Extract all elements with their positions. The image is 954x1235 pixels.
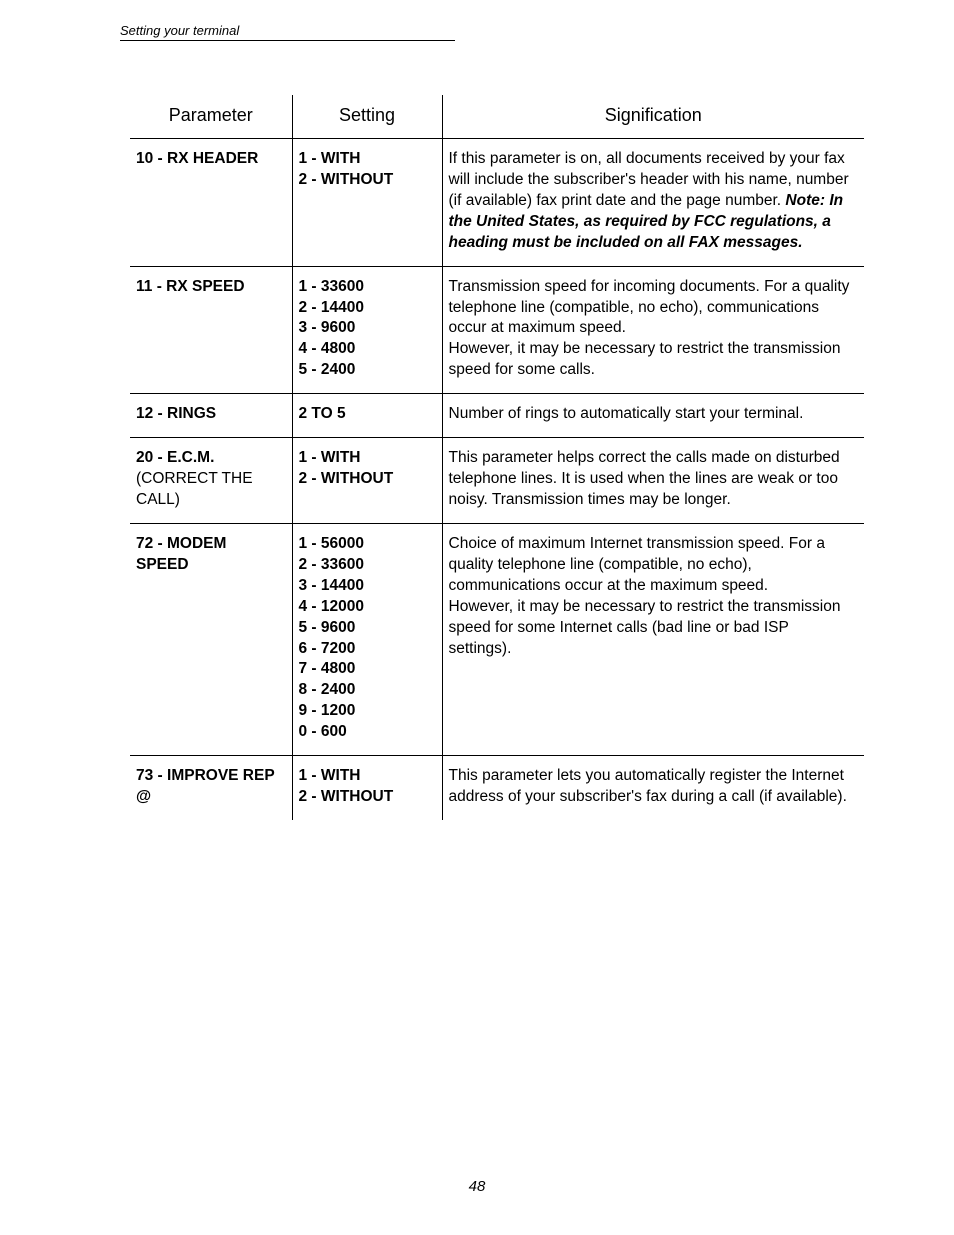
cell-parameter: 72 - MODEM SPEED (130, 523, 292, 755)
signification-text: This parameter lets you automatically re… (449, 767, 847, 805)
cell-signification: Number of rings to automatically start y… (442, 394, 864, 438)
parameter-bold: 10 - RX HEADER (136, 150, 258, 167)
col-header-signification: Signification (442, 95, 864, 139)
cell-signification: If this parameter is on, all documents r… (442, 139, 864, 267)
cell-setting: 2 TO 5 (292, 394, 442, 438)
cell-parameter: 20 - E.C.M. (CORRECT THE CALL) (130, 438, 292, 524)
signification-text: Choice of maximum Internet transmission … (449, 535, 841, 657)
cell-parameter: 10 - RX HEADER (130, 139, 292, 267)
cell-signification: This parameter lets you automatically re… (442, 756, 864, 820)
table-row: 73 - IMPROVE REP @ 1 - WITH 2 - WITHOUT Th… (130, 756, 864, 820)
table-header-row: Parameter Setting Signification (130, 95, 864, 139)
cell-setting: 1 - WITH 2 - WITHOUT (292, 139, 442, 267)
parameters-table-wrap: Parameter Setting Signification 10 - RX … (130, 95, 864, 820)
cell-signification: Choice of maximum Internet transmission … (442, 523, 864, 755)
parameter-plain: (CORRECT THE CALL) (136, 470, 253, 508)
table-row: 12 - RINGS 2 TO 5 Number of rings to autom… (130, 394, 864, 438)
page-number: 48 (0, 1178, 954, 1195)
signification-text: Number of rings to automatically start y… (449, 405, 804, 422)
parameter-bold: 73 - IMPROVE REP @ (136, 767, 274, 805)
cell-parameter: 73 - IMPROVE REP @ (130, 756, 292, 820)
setting-value: 1 - WITH 2 - WITHOUT (299, 449, 394, 487)
page-header: Setting your terminal (50, 22, 904, 47)
header-rule (120, 40, 455, 41)
setting-value: 1 - 56000 2 - 33600 3 - 14400 4 - 12000 … (299, 535, 365, 740)
cell-setting: 1 - 56000 2 - 33600 3 - 14400 4 - 12000 … (292, 523, 442, 755)
page: Setting your terminal Parameter Setting … (0, 0, 954, 1235)
col-header-parameter: Parameter (130, 95, 292, 139)
table-row: 72 - MODEM SPEED 1 - 56000 2 - 33600 3 - … (130, 523, 864, 755)
cell-setting: 1 - WITH 2 - WITHOUT (292, 756, 442, 820)
table-row: 10 - RX HEADER 1 - WITH 2 - WITHOUT If thi… (130, 139, 864, 267)
parameters-table: Parameter Setting Signification 10 - RX … (130, 95, 864, 820)
table-row: 11 - RX SPEED 1 - 33600 2 - 14400 3 - 960… (130, 266, 864, 394)
parameter-bold: 11 - RX SPEED (136, 278, 245, 295)
table-row: 20 - E.C.M. (CORRECT THE CALL) 1 - WITH 2 … (130, 438, 864, 524)
setting-value: 1 - 33600 2 - 14400 3 - 9600 4 - 4800 5 … (299, 278, 365, 379)
cell-signification: Transmission speed for incoming document… (442, 266, 864, 394)
header-text: Setting your terminal (120, 23, 239, 38)
parameter-bold: 72 - MODEM SPEED (136, 535, 226, 573)
parameter-bold: 12 - RINGS (136, 405, 216, 422)
setting-value: 1 - WITH 2 - WITHOUT (299, 150, 394, 188)
setting-value: 2 TO 5 (299, 405, 346, 422)
signification-text: This parameter helps correct the calls m… (449, 449, 840, 508)
cell-parameter: 11 - RX SPEED (130, 266, 292, 394)
cell-setting: 1 - WITH 2 - WITHOUT (292, 438, 442, 524)
signification-text: Transmission speed for incoming document… (449, 278, 850, 379)
table-body: 10 - RX HEADER 1 - WITH 2 - WITHOUT If thi… (130, 139, 864, 820)
setting-value: 1 - WITH 2 - WITHOUT (299, 767, 394, 805)
cell-signification: This parameter helps correct the calls m… (442, 438, 864, 524)
parameter-bold: 20 - E.C.M. (136, 449, 214, 466)
col-header-setting: Setting (292, 95, 442, 139)
cell-parameter: 12 - RINGS (130, 394, 292, 438)
cell-setting: 1 - 33600 2 - 14400 3 - 9600 4 - 4800 5 … (292, 266, 442, 394)
